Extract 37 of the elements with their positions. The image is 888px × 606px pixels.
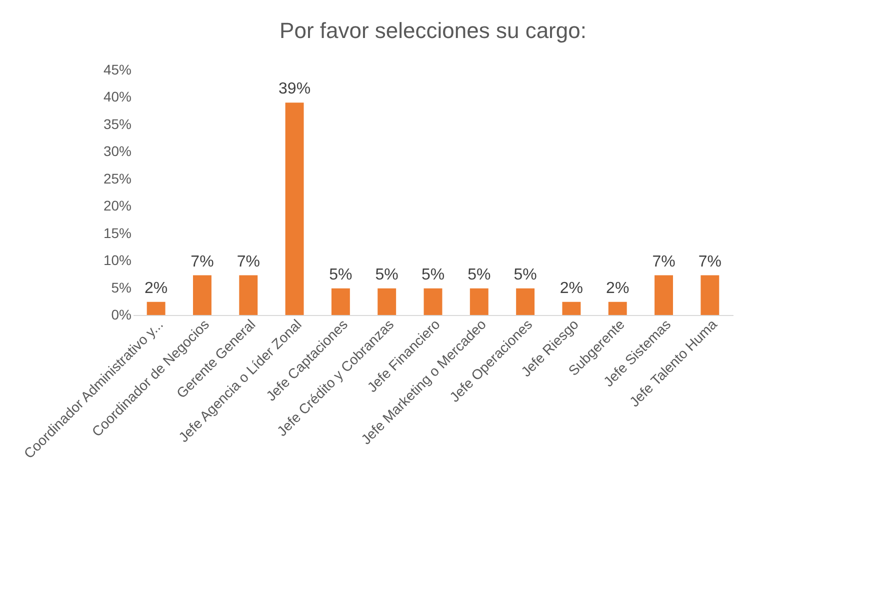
bar: [516, 288, 535, 315]
y-tick-label: 0%: [111, 306, 132, 322]
y-tick-label: 35%: [103, 116, 132, 132]
y-tick-label: 25%: [103, 170, 132, 186]
bar: [193, 275, 212, 315]
bar: [562, 302, 581, 315]
data-label: 2%: [560, 280, 584, 297]
data-label: 2%: [606, 280, 630, 297]
y-tick-label: 40%: [103, 88, 132, 105]
bar: [608, 302, 627, 315]
bar: [378, 288, 396, 315]
data-label: 2%: [144, 280, 168, 297]
y-tick-label: 45%: [103, 62, 132, 78]
data-label: 39%: [278, 80, 311, 98]
data-label: 5%: [468, 266, 491, 284]
bar: [424, 288, 442, 315]
data-label: 5%: [421, 266, 445, 284]
y-tick-label: 5%: [111, 279, 132, 296]
bar: [654, 275, 673, 315]
bar: [700, 275, 720, 315]
y-tick-label: 20%: [103, 198, 132, 214]
data-label: 7%: [190, 253, 214, 270]
chart-title: Por favor selecciones su cargo:: [280, 18, 586, 43]
data-label: 7%: [652, 253, 676, 270]
y-tick-label: 15%: [103, 224, 132, 241]
bar: [331, 288, 350, 315]
data-label: 5%: [329, 266, 352, 284]
y-tick-label: 30%: [103, 143, 132, 160]
bar: [146, 302, 166, 315]
data-label: 7%: [698, 253, 722, 270]
bar: [285, 102, 304, 315]
bar: [239, 275, 258, 315]
data-label: 5%: [375, 266, 398, 284]
data-label: 7%: [236, 253, 260, 270]
data-label: 5%: [514, 266, 537, 284]
bar: [470, 288, 488, 315]
y-tick-label: 10%: [103, 252, 132, 268]
